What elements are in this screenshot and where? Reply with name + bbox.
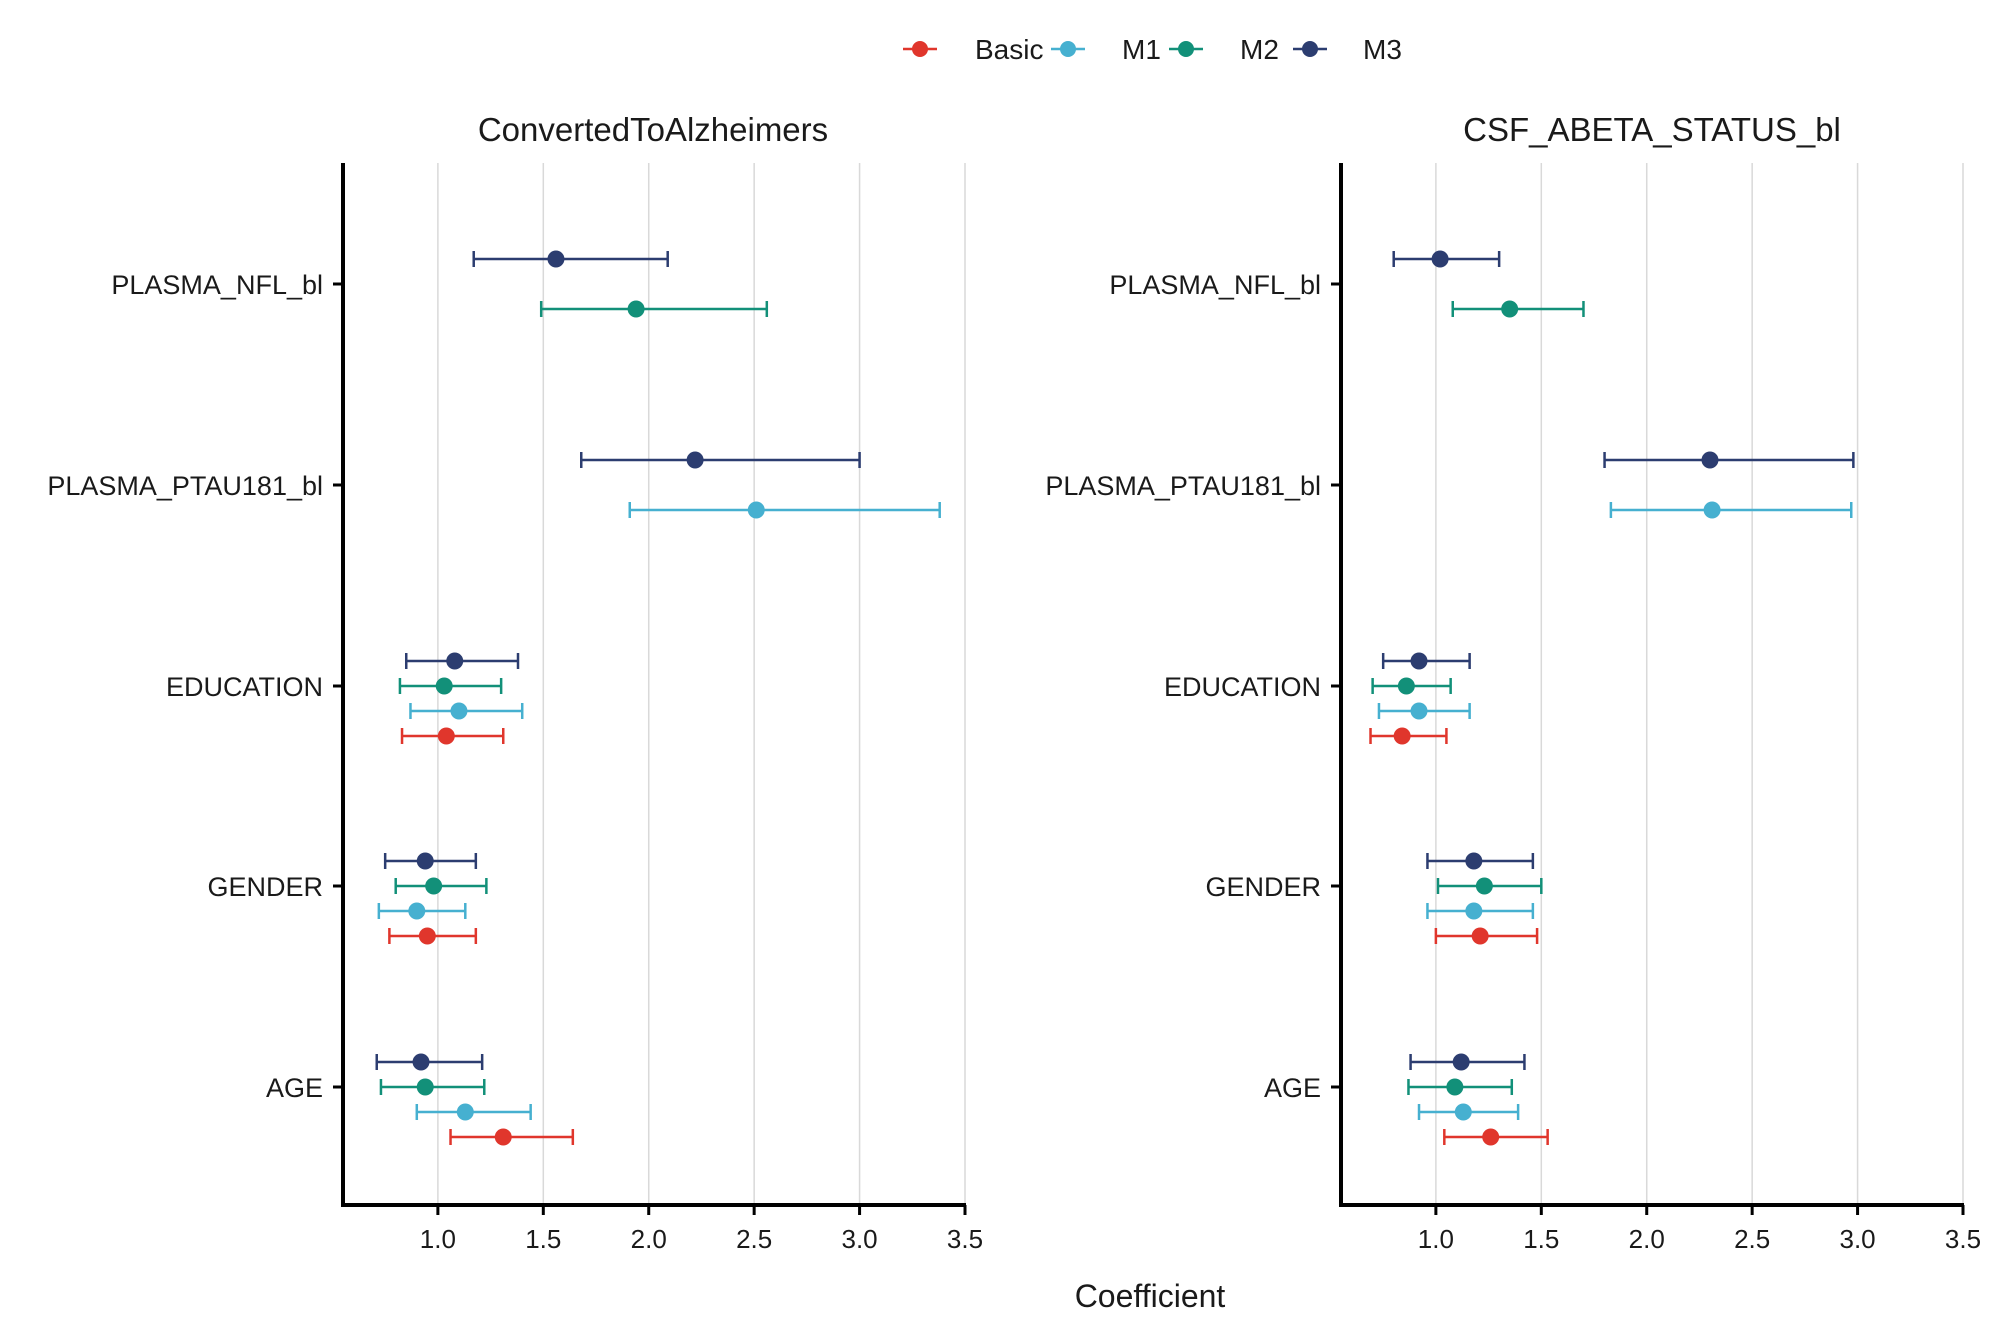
x-tick-label-3.5: 3.5 <box>947 1224 983 1254</box>
y-tick-label-age: AGE <box>266 1073 323 1103</box>
point-basic-age <box>494 1128 512 1146</box>
x-tick-label-1.0: 1.0 <box>420 1224 456 1254</box>
y-tick-label-age: AGE <box>1264 1073 1321 1103</box>
x-axis-label: Coefficient <box>1075 1278 1226 1314</box>
point-m3-age <box>412 1053 430 1071</box>
legend-key-dot-m3 <box>1302 41 1318 57</box>
point-m3-plasma_nfl_bl <box>547 250 565 268</box>
point-m1-education <box>450 702 468 720</box>
legend-key-dot-basic <box>912 41 928 57</box>
legend-label-m2: M2 <box>1240 34 1279 65</box>
point-m2-gender <box>1475 877 1493 895</box>
x-tick-label-1.5: 1.5 <box>1523 1224 1559 1254</box>
x-tick-label-3.0: 3.0 <box>1839 1224 1875 1254</box>
point-m2-gender <box>425 877 443 895</box>
point-m1-plasma_ptau181_bl <box>1703 501 1721 519</box>
point-m2-plasma_nfl_bl <box>1501 300 1519 318</box>
legend: Basic M1 M2 M3 <box>903 34 1402 65</box>
point-m1-age <box>456 1103 474 1121</box>
x-tick-label-1.5: 1.5 <box>525 1224 561 1254</box>
legend-label-basic: Basic <box>975 34 1043 65</box>
point-m1-plasma_ptau181_bl <box>747 501 765 519</box>
y-tick-label-education: EDUCATION <box>166 672 323 702</box>
legend-label-m3: M3 <box>1363 34 1402 65</box>
point-m3-plasma_ptau181_bl <box>1701 451 1719 469</box>
point-basic-gender <box>418 927 436 945</box>
point-basic-education <box>1393 727 1411 745</box>
y-tick-label-plasma_ptau181_bl: PLASMA_PTAU181_bl <box>1045 471 1321 501</box>
y-tick-label-plasma_nfl_bl: PLASMA_NFL_bl <box>1109 270 1321 300</box>
point-m2-education <box>435 677 453 695</box>
point-m3-gender <box>416 852 434 870</box>
point-basic-age <box>1482 1128 1500 1146</box>
point-m1-education <box>1410 702 1428 720</box>
x-tick-label-3.5: 3.5 <box>1945 1224 1981 1254</box>
x-tick-label-2.0: 2.0 <box>1629 1224 1665 1254</box>
y-tick-label-gender: GENDER <box>1205 872 1321 902</box>
panel-title: ConvertedToAlzheimers <box>478 111 828 148</box>
panel-title: CSF_ABETA_STATUS_bl <box>1463 111 1841 148</box>
point-m2-education <box>1397 677 1415 695</box>
point-m2-age <box>416 1078 434 1096</box>
point-m3-age <box>1452 1053 1470 1071</box>
point-m2-plasma_nfl_bl <box>627 300 645 318</box>
y-tick-label-education: EDUCATION <box>1164 672 1321 702</box>
point-m1-gender <box>1465 902 1483 920</box>
x-tick-label-2.5: 2.5 <box>1734 1224 1770 1254</box>
point-m1-gender <box>408 902 426 920</box>
point-m2-age <box>1446 1078 1464 1096</box>
legend-label-m1: M1 <box>1122 34 1161 65</box>
point-m3-plasma_ptau181_bl <box>686 451 704 469</box>
x-tick-label-1.0: 1.0 <box>1418 1224 1454 1254</box>
point-m3-gender <box>1465 852 1483 870</box>
point-basic-education <box>437 727 455 745</box>
point-m1-age <box>1454 1103 1472 1121</box>
legend-key-dot-m1 <box>1060 41 1076 57</box>
y-tick-label-plasma_ptau181_bl: PLASMA_PTAU181_bl <box>47 471 323 501</box>
x-tick-label-3.0: 3.0 <box>841 1224 877 1254</box>
panels: ConvertedToAlzheimers 1.0 1.5 2.0 2.5 3.0 3.5 P… <box>47 111 1981 1254</box>
legend-key-dot-m2 <box>1178 41 1194 57</box>
point-m3-education <box>1410 652 1428 670</box>
x-tick-label-2.0: 2.0 <box>631 1224 667 1254</box>
panel-2: CSF_ABETA_STATUS_bl 1.0 1.5 2.0 2.5 3.0 3.5 PLA… <box>1045 111 1981 1254</box>
point-basic-gender <box>1471 927 1489 945</box>
y-tick-label-gender: GENDER <box>207 872 323 902</box>
point-m3-education <box>446 652 464 670</box>
x-tick-label-2.5: 2.5 <box>736 1224 772 1254</box>
point-m3-plasma_nfl_bl <box>1431 250 1449 268</box>
panel-1: ConvertedToAlzheimers 1.0 1.5 2.0 2.5 3.0 3.5 P… <box>47 111 983 1254</box>
y-tick-label-plasma_nfl_bl: PLASMA_NFL_bl <box>111 270 323 300</box>
